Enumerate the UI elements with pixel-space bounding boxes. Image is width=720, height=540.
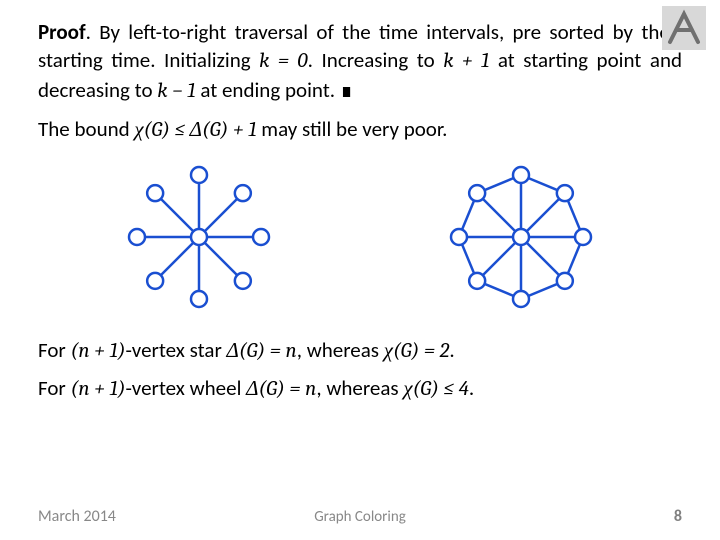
footer-date: March 2014 — [38, 507, 116, 526]
page-number: 8 — [674, 507, 682, 526]
footer-title: Graph Coloring — [314, 508, 406, 526]
slide-footer: March 2014 Graph Coloring 8 — [0, 507, 720, 526]
wheel-graph — [421, 152, 621, 322]
bound-paragraph: The bound χ(G) ≤ Δ(G) + 1 may still be v… — [38, 115, 682, 144]
star-paragraph: For (n + 1)-vertex star Δ(G) = n, wherea… — [38, 336, 682, 365]
proof-paragraph: Proof. By left-to-right traversal of the… — [38, 18, 682, 105]
institution-logo — [662, 6, 706, 50]
diagrams-row — [38, 152, 682, 322]
wheel-paragraph: For (n + 1)-vertex wheel Δ(G) = n, where… — [38, 374, 682, 403]
star-graph — [99, 152, 299, 322]
proof-label: Proof — [38, 19, 86, 45]
